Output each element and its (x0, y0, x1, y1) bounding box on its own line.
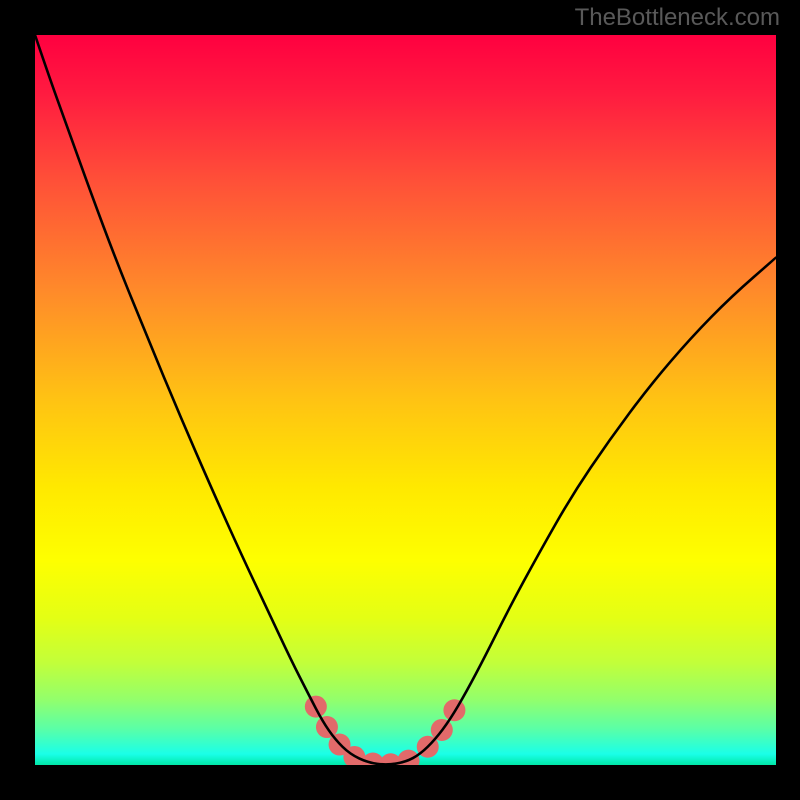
plot-area (35, 35, 776, 765)
gradient-background (35, 35, 776, 765)
chart-container: TheBottleneck.com (0, 0, 800, 800)
watermark-text: TheBottleneck.com (575, 4, 780, 32)
chart-svg (35, 35, 776, 765)
